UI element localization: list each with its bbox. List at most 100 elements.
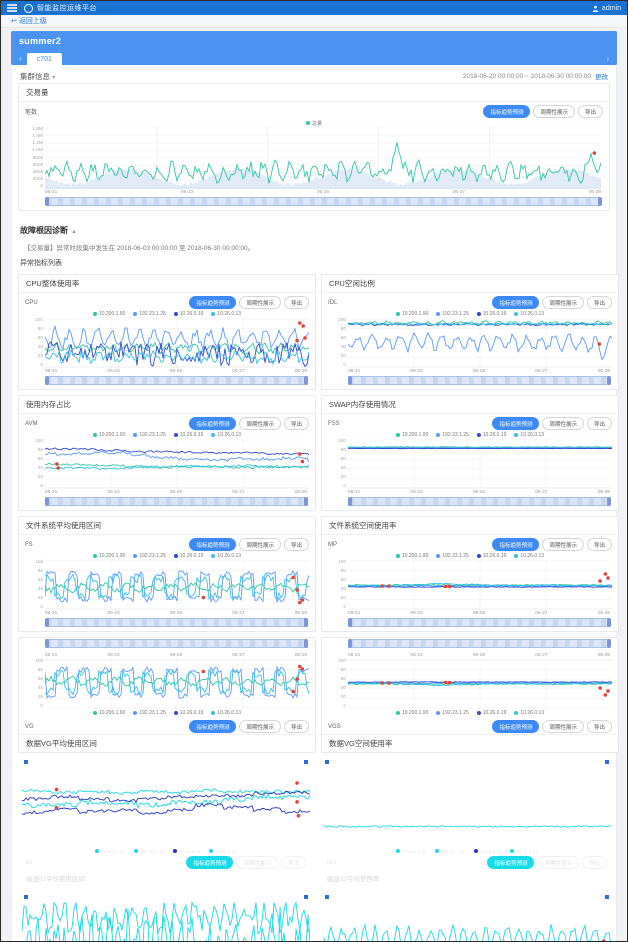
- trend-predict-button[interactable]: 指标趋势预测: [492, 720, 540, 733]
- periodic-display-button[interactable]: 周期性展示: [542, 296, 584, 309]
- banner-expand-icon[interactable]: ›: [606, 56, 609, 63]
- periodic-display-button[interactable]: 周期性展示: [239, 417, 281, 430]
- export-button[interactable]: 导出: [283, 296, 309, 309]
- export-button[interactable]: 导出: [283, 538, 309, 551]
- menu-icon[interactable]: [7, 4, 17, 12]
- trend-predict-button[interactable]: 指标趋势预测: [189, 538, 237, 551]
- periodic-display-button[interactable]: 周期性展示: [542, 538, 584, 551]
- legend-item[interactable]: 10.200.1.90: [395, 553, 428, 559]
- export-button[interactable]: 导出: [283, 720, 309, 733]
- legend-item[interactable]: 10.200.1.90: [95, 849, 125, 854]
- legend-item[interactable]: 10.200.1.90: [395, 432, 428, 438]
- legend-item[interactable]: 10.26.0.13: [514, 311, 544, 317]
- export-button[interactable]: 导出: [283, 417, 309, 430]
- legend-item[interactable]: 10.200.1.90: [395, 710, 428, 716]
- legend-item[interactable]: 10.26.0.19: [476, 710, 506, 716]
- datazoom-handle-icon[interactable]: [304, 895, 308, 899]
- tab-prev-arrow-icon[interactable]: ‹: [19, 54, 22, 63]
- user-menu[interactable]: admin: [592, 5, 621, 12]
- datazoom-slider[interactable]: [45, 376, 308, 385]
- trend-predict-button[interactable]: 指标趋势预测: [487, 856, 535, 869]
- datazoom-slider[interactable]: [348, 497, 611, 506]
- legend-item[interactable]: 10.26.0.13: [514, 432, 544, 438]
- export-button[interactable]: 导出: [581, 856, 607, 869]
- trend-predict-button[interactable]: 指标趋势预测: [189, 296, 237, 309]
- legend-item[interactable]: 192.23.1.25: [436, 432, 469, 438]
- periodic-display-button[interactable]: 周期性展示: [239, 538, 281, 551]
- legend-item[interactable]: 10.26.0.19: [476, 311, 506, 317]
- datazoom-slider[interactable]: [348, 376, 611, 385]
- datazoom-handle-icon[interactable]: [325, 895, 329, 899]
- datazoom-handle-icon[interactable]: [24, 760, 28, 764]
- periodic-display-button[interactable]: 周期性展示: [239, 720, 281, 733]
- legend-item[interactable]: 192.23.1.25: [133, 710, 166, 716]
- back-link[interactable]: ↩ 返回上级: [11, 18, 47, 25]
- trend-predict-button[interactable]: 指标趋势预测: [492, 538, 540, 551]
- collapse-icon[interactable]: ▴: [72, 229, 76, 235]
- periodic-display-button[interactable]: 周期性展示: [239, 296, 281, 309]
- legend-item[interactable]: 10.26.0.19: [173, 710, 203, 716]
- legend-item[interactable]: 10.26.0.13: [211, 710, 241, 716]
- trend-predict-button[interactable]: 指标趋势预测: [189, 720, 237, 733]
- periodic-display-button[interactable]: 周期性展示: [537, 856, 579, 869]
- trend-predict-button[interactable]: 指标趋势预测: [186, 856, 234, 869]
- datazoom-handle-icon[interactable]: [325, 760, 329, 764]
- legend-item[interactable]: 192.23.1.25: [133, 311, 166, 317]
- legend-item[interactable]: 10.26.0.13: [211, 311, 241, 317]
- legend-item[interactable]: 192.23.1.25: [134, 849, 164, 854]
- legend-item[interactable]: 10.26.0.13: [514, 710, 544, 716]
- legend-item[interactable]: 10.26.0.13: [510, 849, 538, 854]
- trend-predict-button[interactable]: 指标趋势预测: [483, 105, 531, 118]
- legend-item[interactable]: 10.200.1.90: [92, 432, 125, 438]
- legend-item[interactable]: 10.26.0.19: [173, 849, 200, 854]
- legend-item[interactable]: 10.26.0.19: [476, 432, 506, 438]
- legend-item[interactable]: 192.23.1.25: [436, 311, 469, 317]
- datazoom-slider[interactable]: [348, 639, 611, 648]
- legend-item[interactable]: 10.26.0.19: [474, 849, 501, 854]
- tab-c701[interactable]: c701: [26, 53, 62, 65]
- datazoom-handle-icon[interactable]: [605, 895, 609, 899]
- change-date-link[interactable]: 更改: [595, 74, 608, 81]
- trend-predict-button[interactable]: 指标趋势预测: [492, 296, 540, 309]
- legend-item[interactable]: 10.200.1.90: [395, 311, 428, 317]
- datazoom-handle-icon[interactable]: [304, 760, 308, 764]
- export-button[interactable]: 导出: [586, 538, 612, 551]
- legend-item[interactable]: 10.26.0.19: [476, 553, 506, 559]
- datazoom-slider[interactable]: [45, 497, 308, 506]
- datazoom-slider[interactable]: [45, 618, 308, 627]
- legend-item[interactable]: 10.26.0.19: [173, 311, 203, 317]
- legend-item[interactable]: 192.23.1.25: [436, 553, 469, 559]
- legend-item[interactable]: 192.23.1.25: [436, 710, 469, 716]
- legend-item[interactable]: 10.200.1.90: [396, 849, 426, 854]
- periodic-display-button[interactable]: 周期性展示: [533, 105, 575, 118]
- trend-predict-button[interactable]: 指标趋势预测: [492, 417, 540, 430]
- export-button[interactable]: 导出: [280, 856, 306, 869]
- legend-item[interactable]: 192.23.1.25: [435, 849, 465, 854]
- trend-predict-button[interactable]: 指标趋势预测: [189, 417, 237, 430]
- legend-item[interactable]: 总量: [305, 120, 322, 127]
- export-button[interactable]: 导出: [586, 417, 612, 430]
- periodic-display-button[interactable]: 周期性展示: [542, 720, 584, 733]
- legend-item[interactable]: 10.26.0.13: [209, 849, 237, 854]
- legend-item[interactable]: 10.26.0.13: [514, 553, 544, 559]
- legend-item[interactable]: 10.200.1.90: [92, 710, 125, 716]
- export-button[interactable]: 导出: [577, 105, 603, 118]
- export-button[interactable]: 导出: [586, 296, 612, 309]
- legend-item[interactable]: 10.26.0.19: [173, 432, 203, 438]
- legend-item[interactable]: 10.200.1.90: [92, 553, 125, 559]
- datazoom-handle-icon[interactable]: [605, 760, 609, 764]
- datazoom-handle-icon[interactable]: [24, 895, 28, 899]
- datazoom-slider[interactable]: [45, 639, 308, 648]
- export-button[interactable]: 导出: [586, 720, 612, 733]
- legend-item[interactable]: 10.200.1.90: [92, 311, 125, 317]
- legend-item[interactable]: 192.23.1.25: [133, 553, 166, 559]
- legend-item[interactable]: 10.26.0.13: [211, 432, 241, 438]
- legend-item[interactable]: 10.26.0.19: [173, 553, 203, 559]
- cluster-info-dropdown[interactable]: 集群信息 ▾: [20, 71, 55, 82]
- legend-item[interactable]: 192.23.1.25: [133, 432, 166, 438]
- legend-item[interactable]: 10.26.0.13: [211, 553, 241, 559]
- periodic-display-button[interactable]: 周期性展示: [542, 417, 584, 430]
- periodic-display-button[interactable]: 周期性展示: [236, 856, 278, 869]
- datazoom-slider[interactable]: [45, 197, 602, 206]
- datazoom-slider[interactable]: [348, 618, 611, 627]
